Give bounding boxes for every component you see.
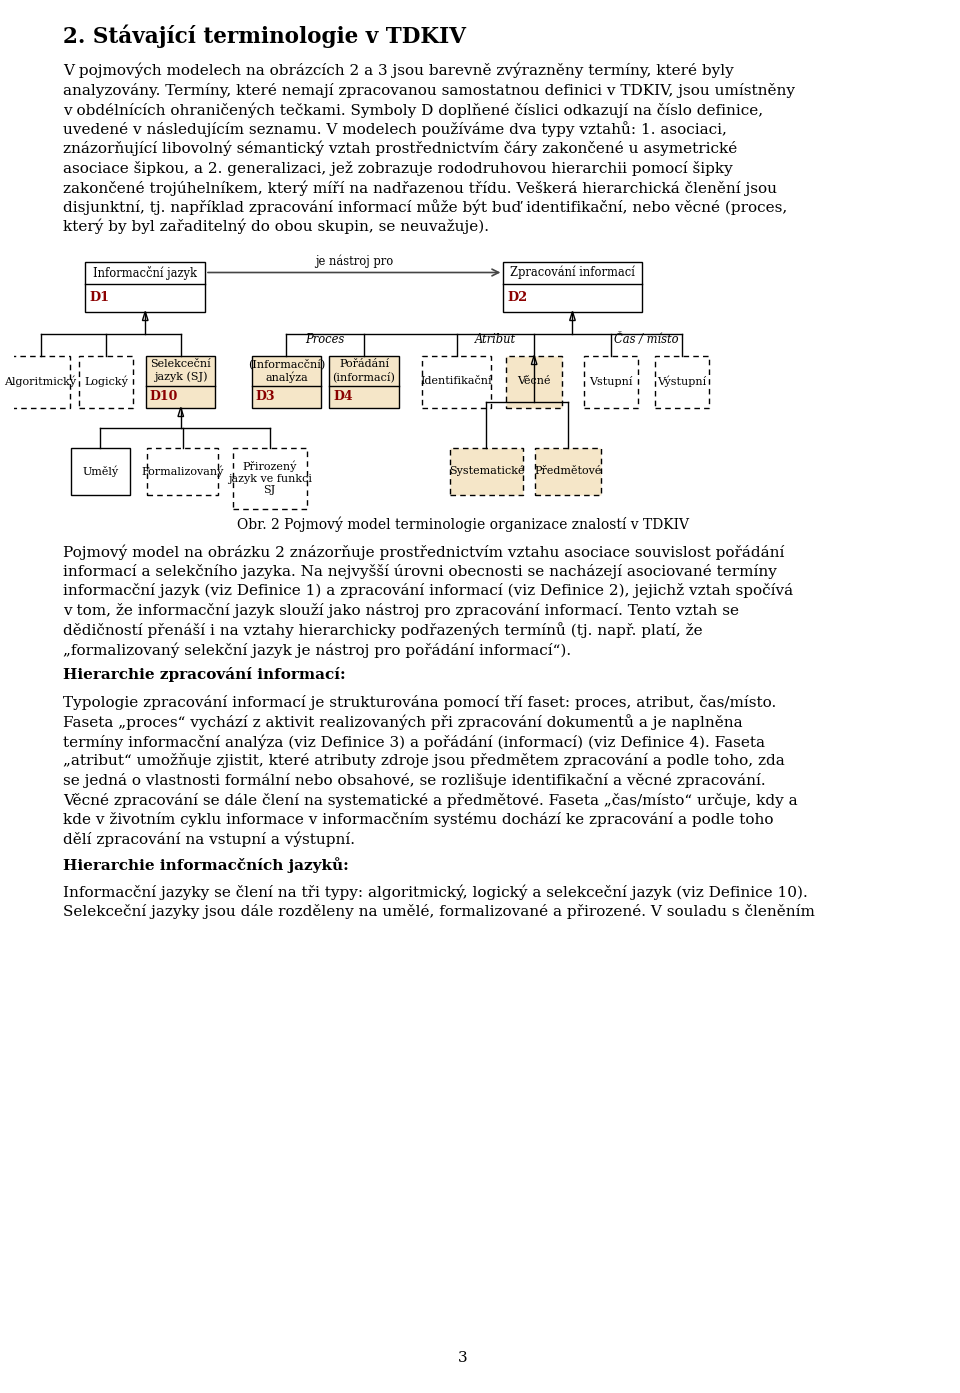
Bar (147, 447, 218, 495)
Text: je nástroj pro: je nástroj pro (315, 255, 394, 269)
Bar (503, 262, 641, 312)
Text: kde v životním cyklu informace v informacčním systému dochází ke zpracování a po: kde v životním cyklu informace v informa… (63, 812, 774, 827)
Text: Pojmový model na obrázku 2 znázorňuje prostřednictvím vztahu asociace souvislost: Pojmový model na obrázku 2 znázorňuje pr… (63, 545, 784, 560)
Text: dělí zpracování na vstupní a výstupní.: dělí zpracování na vstupní a výstupní. (63, 832, 355, 847)
Text: Formalizovaný: Formalizovaný (141, 465, 224, 476)
Text: informací a selekčního jazyka. Na nejvyšší úrovni obecnosti se nacházejí asociov: informací a selekčního jazyka. Na nejvyš… (63, 564, 777, 579)
Text: znázorňující libovolný sémantický vztah prostřednictvím čáry zakončené u asymetr: znázorňující libovolný sémantický vztah … (63, 141, 737, 156)
Text: v tom, že informacční jazyk slouží jako nástroj pro zpracování informací. Tento : v tom, že informacční jazyk slouží jako … (63, 603, 739, 618)
Text: analyzovány. Termíny, které nemají zpracovanou samostatnou definici v TDKIV, jso: analyzovány. Termíny, které nemají zprac… (63, 82, 795, 98)
Text: Systematické: Systematické (448, 465, 524, 476)
Bar (80, 355, 132, 408)
Text: informacční jazyk (viz Definice 1) a zpracování informací (viz Definice 2), jeji: informacční jazyk (viz Definice 1) a zpr… (63, 584, 793, 599)
Bar (11, 355, 70, 408)
Text: Zpracování informací: Zpracování informací (510, 266, 635, 279)
Text: D10: D10 (150, 390, 179, 403)
Polygon shape (531, 355, 537, 365)
Text: 3: 3 (458, 1351, 468, 1365)
Text: disjunktní, tj. například zpracování informací může být buď identifikační, nebo : disjunktní, tj. například zpracování inf… (63, 199, 787, 216)
Text: Pořádání
(informací): Pořádání (informací) (332, 359, 396, 382)
Text: Hierarchie zpracování informací:: Hierarchie zpracování informací: (63, 667, 346, 683)
Text: (Informacční)
analýza: (Informacční) analýza (248, 358, 325, 383)
Text: Hierarchie informacčních jazyků:: Hierarchie informacčních jazyků: (63, 857, 348, 873)
Polygon shape (178, 408, 183, 417)
Bar (85, 262, 205, 312)
Text: který by byl zařaditelný do obou skupin, se neuvažuje).: který by byl zařaditelný do obou skupin,… (63, 219, 489, 234)
Text: Selekceční jazyky jsou dále rozděleny na umělé, formalizované a přirozené. V sou: Selekceční jazyky jsou dále rozděleny na… (63, 904, 815, 919)
Text: Informacční jazyky se člení na tři typy: algoritmický, logický a selekceční jazy: Informacční jazyky se člení na tři typy:… (63, 885, 807, 900)
Bar (422, 355, 492, 408)
Bar (71, 447, 130, 495)
Text: Informacční jazyk: Informacční jazyk (93, 266, 197, 280)
Text: „atribut“ umožňuje zjistit, které atributy zdroje jsou předmětem zpracování a po: „atribut“ umožňuje zjistit, které atribu… (63, 754, 784, 769)
Text: Logický: Logický (84, 376, 128, 387)
Text: Identifikační: Identifikační (420, 376, 492, 386)
Text: v obdélnících ohraničených tečkami. Symboly D doplňené číslici odkazují na číslo: v obdélnících ohraničených tečkami. Symb… (63, 102, 763, 117)
Polygon shape (142, 312, 148, 320)
Text: D1: D1 (89, 291, 109, 304)
Text: Algoritmický: Algoritmický (5, 376, 77, 387)
Bar (329, 355, 398, 408)
Bar (146, 355, 215, 408)
Text: 2. Stávající terminologie v TDKIV: 2. Stávající terminologie v TDKIV (63, 25, 466, 49)
Bar (584, 355, 637, 408)
Bar (655, 355, 709, 408)
Polygon shape (569, 312, 575, 320)
Bar (506, 355, 563, 408)
Text: „formalizovaný selekční jazyk je nástroj pro pořádání informací“).: „formalizovaný selekční jazyk je nástroj… (63, 642, 571, 657)
Text: Věcné zpracování se dále člení na systematické a předmětové. Faseta „čas/místo“ : Věcné zpracování se dále člení na system… (63, 793, 798, 808)
Text: Obr. 2 Pojmový model terminologie organizace znalostí v TDKIV: Obr. 2 Pojmový model terminologie organi… (237, 517, 689, 532)
Text: zakončené trojúhelníkem, který míří na nadřazenou třídu. Veškerá hierarchická čl: zakončené trojúhelníkem, který míří na n… (63, 180, 777, 195)
Text: dědičností přenáší i na vztahy hierarchicky podřazených termínů (tj. např. platí: dědičností přenáší i na vztahy hierarchi… (63, 623, 703, 638)
Text: D2: D2 (507, 291, 527, 304)
Text: uvedené v následujícím seznamu. V modelech používáme dva typy vztahů: 1. asociac: uvedené v následujícím seznamu. V modele… (63, 121, 727, 138)
Text: Faseta „proces“ vychází z aktivit realizovaných při zpracování dokumentů a je na: Faseta „proces“ vychází z aktivit realiz… (63, 715, 743, 730)
Text: Čas / místo: Čas / místo (614, 333, 679, 345)
Text: Výstupní: Výstupní (658, 376, 707, 387)
Text: Selekceční
jazyk (SJ): Selekceční jazyk (SJ) (151, 359, 211, 382)
Bar (535, 447, 601, 495)
Text: Přirozený
jazyk ve funkci
SJ: Přirozený jazyk ve funkci SJ (228, 461, 312, 496)
Text: Předmětové: Předmětové (534, 467, 602, 476)
Text: termíny informacční analýza (viz Definice 3) a pořádání (informací) (viz Definic: termíny informacční analýza (viz Definic… (63, 734, 765, 749)
Text: asociace šipkou, a 2. generalizaci, jež zobrazuje rododruhovou hierarchii pomocí: asociace šipkou, a 2. generalizaci, jež … (63, 160, 732, 176)
Bar (232, 447, 306, 508)
Text: Vstupní: Vstupní (589, 376, 633, 387)
Text: V pojmových modelech na obrázcích 2 a 3 jsou barevně zvýrazněny termíny, které b: V pojmových modelech na obrázcích 2 a 3 … (63, 63, 733, 78)
Text: Typologie zpracování informací je strukturována pomocí tří faset: proces, atribu: Typologie zpracování informací je strukt… (63, 695, 777, 710)
Text: D3: D3 (255, 390, 276, 403)
Text: se jedná o vlastnosti formální nebo obsahové, se rozlišuje identifikační a věcné: se jedná o vlastnosti formální nebo obsa… (63, 773, 766, 788)
Text: Proces: Proces (305, 333, 345, 345)
Text: Atribut: Atribut (475, 333, 516, 345)
Bar (450, 447, 523, 495)
Text: Umělý: Umělý (83, 465, 118, 476)
Text: Věcné: Věcné (517, 376, 551, 386)
Bar (252, 355, 321, 408)
Text: D4: D4 (333, 390, 352, 403)
